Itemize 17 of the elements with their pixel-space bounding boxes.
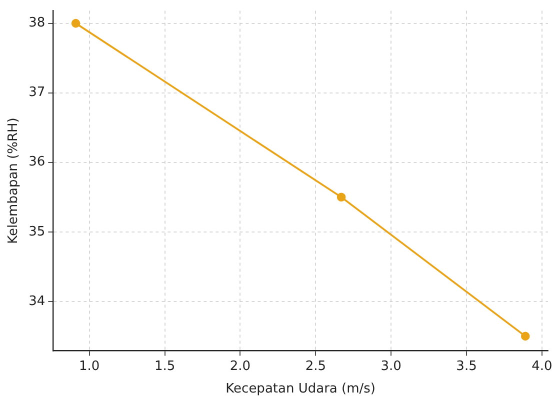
x-tick-label: 1.0: [79, 358, 100, 374]
y-tick-label: 36: [28, 154, 46, 170]
y-tick-label: 38: [28, 16, 46, 31]
point: [336, 192, 346, 202]
y-tick-label: 37: [28, 85, 46, 100]
y-tick-label: 34: [28, 294, 46, 309]
x-tick-label: 4.0: [532, 358, 552, 374]
point: [71, 18, 80, 28]
point: [520, 332, 530, 341]
x-tick-label: 2.0: [230, 358, 251, 374]
x-tick-label: 1.5: [154, 358, 176, 374]
x-tick-label: 3.0: [380, 358, 402, 374]
x-tick-label: 3.5: [456, 358, 477, 374]
y-axis-title: Kelembapan (%RH): [6, 118, 22, 244]
y-tick-label: 35: [28, 224, 46, 240]
x-tick-label: 2.5: [305, 358, 326, 374]
x-axis-title: Kecepatan Udara (m/s): [226, 382, 376, 397]
